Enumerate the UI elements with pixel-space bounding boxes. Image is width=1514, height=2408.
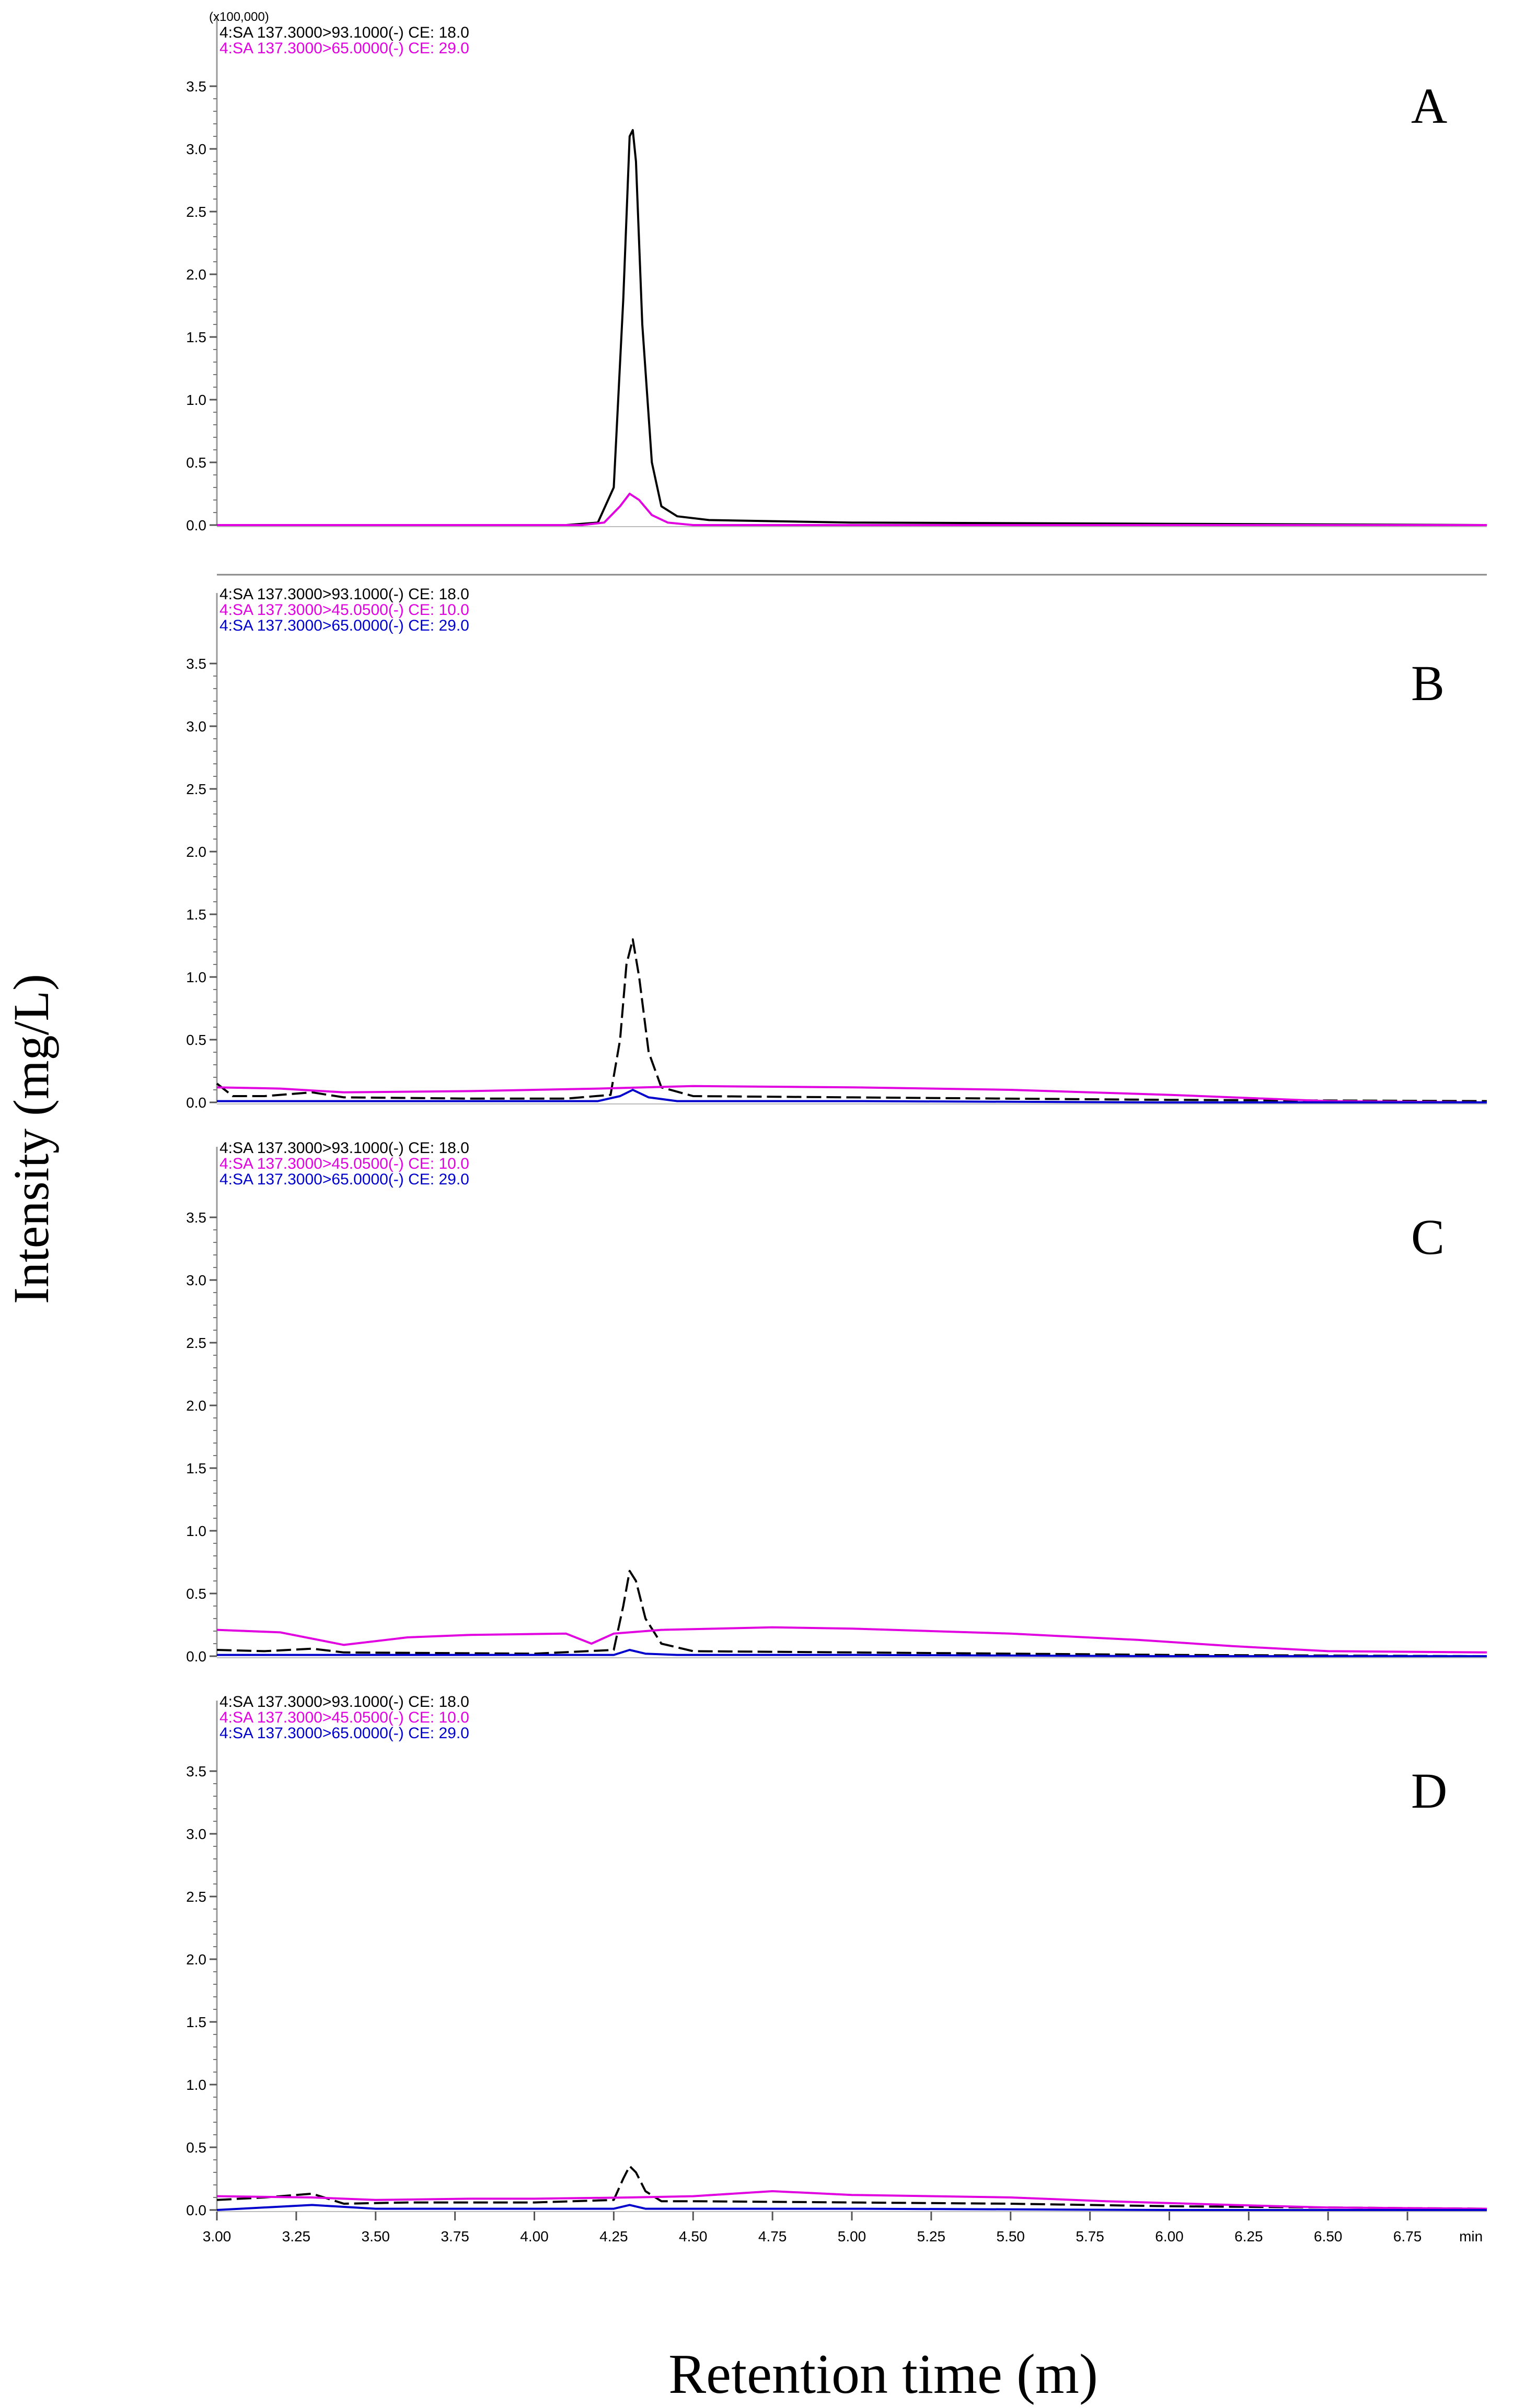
y-tick-label: 1.0	[186, 392, 206, 408]
legend-entry: 4:SA 137.3000>45.0500(-) CE: 10.0	[219, 1155, 469, 1172]
x-tick-label: 6.50	[1314, 2228, 1343, 2244]
x-tick-label: 4.00	[520, 2228, 549, 2244]
y-tick-label: 2.0	[186, 1951, 206, 1968]
y-tick-label: 0.5	[186, 455, 206, 471]
y-tick-label: 3.5	[186, 1209, 206, 1226]
panel-b: 0.0 0.5 1.0 1.5 2.0 2.5 3.0 3.5 4:SA 137.3000>93…	[186, 586, 1487, 1111]
y-tick-label: 3.0	[186, 141, 206, 157]
y-tick-label: 2.0	[186, 1398, 206, 1414]
x-tick-label: 3.75	[441, 2228, 469, 2244]
panel-label: C	[1411, 1209, 1444, 1265]
legend-entry: 4:SA 137.3000>65.0000(-) CE: 29.0	[219, 40, 469, 57]
series-line	[217, 1089, 1487, 1103]
y-tick-label: 0.5	[186, 1586, 206, 1602]
y-axis-title: Intensity (mg/L)	[3, 974, 59, 1304]
y-tick-label: 2.5	[186, 204, 206, 220]
y-multiplier-label: (x100,000)	[209, 10, 269, 24]
legend-entry: 4:SA 137.3000>45.0500(-) CE: 10.0	[219, 1709, 469, 1726]
y-tick-label: 0.0	[186, 517, 206, 533]
panel-label: B	[1411, 655, 1444, 711]
x-axis-title: Retention time (m)	[668, 2343, 1098, 2405]
x-unit-label: min	[1459, 2228, 1483, 2244]
x-tick-label: 4.75	[758, 2228, 787, 2244]
y-tick-label: 3.0	[186, 1272, 206, 1288]
x-tick-label: 4.50	[679, 2228, 708, 2244]
y-tick-label: 2.5	[186, 1889, 206, 1905]
panel-c: 0.0 0.5 1.0 1.5 2.0 2.5 3.0 3.5 4:SA 137.3000>93…	[186, 1139, 1487, 1665]
y-tick-label: 1.0	[186, 969, 206, 985]
y-tick-label: 3.0	[186, 1826, 206, 1842]
x-tick-label: 5.75	[1076, 2228, 1104, 2244]
legend-entry: 4:SA 137.3000>93.1000(-) CE: 18.0	[219, 1139, 469, 1157]
panels-group: 0.00.51.01.52.02.53.03.5(x100,000)4:SA 1…	[186, 10, 1487, 2244]
series-line	[216, 2190, 1487, 2210]
x-tick-label: 5.00	[838, 2228, 866, 2244]
series-line	[217, 129, 1487, 526]
series-line	[216, 1626, 1487, 1654]
series-line	[216, 2204, 1487, 2211]
panel-label: A	[1411, 78, 1447, 134]
legend-entry: 4:SA 137.3000>65.0000(-) CE: 29.0	[219, 617, 469, 634]
panel-d: 0.0 0.5 1.0 1.5 2.0 2.5 3.0 3.5 4:SA 137.3000>93…	[186, 1693, 1487, 2244]
y-tick-label: 2.0	[186, 266, 206, 283]
legend-entry: 4:SA 137.3000>93.1000(-) CE: 18.0	[219, 24, 469, 41]
y-tick-label: 1.5	[186, 329, 206, 345]
series-line	[216, 2165, 1487, 2210]
series-line	[217, 493, 1487, 526]
y-tick-label: 0.0	[186, 1095, 206, 1111]
legend-entry: 4:SA 137.3000>93.1000(-) CE: 18.0	[219, 1693, 469, 1711]
y-tick-label: 1.5	[186, 906, 206, 923]
y-tick-label: 1.0	[186, 2077, 206, 2093]
x-tick-label: 5.25	[917, 2228, 946, 2244]
x-tick-label: 6.75	[1393, 2228, 1422, 2244]
series-line	[216, 1569, 1487, 1657]
x-tick-label: 3.00	[203, 2228, 232, 2244]
x-tick-label: 3.50	[362, 2228, 390, 2244]
panel-label: D	[1411, 1763, 1447, 1819]
panel-a: 0.00.51.01.52.02.53.03.5(x100,000)4:SA 1…	[186, 10, 1487, 576]
x-tick-label: 6.00	[1155, 2228, 1184, 2244]
y-tick-label: 1.5	[186, 2014, 206, 2030]
y-tick-label: 1.5	[186, 1460, 206, 1476]
y-tick-label: 0.5	[186, 2139, 206, 2156]
series-line	[217, 1649, 1487, 1657]
y-tick-label: 3.0	[186, 718, 206, 735]
y-tick-label: 0.0	[186, 2202, 206, 2218]
y-tick-label: 2.5	[186, 1335, 206, 1351]
x-tick-label: 4.25	[599, 2228, 628, 2244]
y-tick-label: 2.5	[186, 781, 206, 797]
x-tick-label: 5.50	[997, 2228, 1025, 2244]
legend-entry: 4:SA 137.3000>45.0500(-) CE: 10.0	[219, 601, 469, 619]
y-tick-label: 2.0	[186, 844, 206, 860]
y-tick-label: 3.5	[186, 656, 206, 672]
series-line	[216, 938, 1487, 1102]
series-line	[216, 1085, 1487, 1103]
legend-entry: 4:SA 137.3000>93.1000(-) CE: 18.0	[219, 586, 469, 603]
y-tick-label: 1.0	[186, 1523, 206, 1539]
x-tick-label: 3.25	[282, 2228, 311, 2244]
y-tick-label: 0.0	[186, 1648, 206, 1665]
y-tick-label: 3.5	[186, 78, 206, 95]
legend-entry: 4:SA 137.3000>65.0000(-) CE: 29.0	[219, 1725, 469, 1742]
legend-entry: 4:SA 137.3000>65.0000(-) CE: 29.0	[219, 1171, 469, 1188]
x-tick-label: 6.25	[1234, 2228, 1263, 2244]
y-tick-label: 0.5	[186, 1032, 206, 1048]
y-tick-label: 3.5	[186, 1763, 206, 1779]
